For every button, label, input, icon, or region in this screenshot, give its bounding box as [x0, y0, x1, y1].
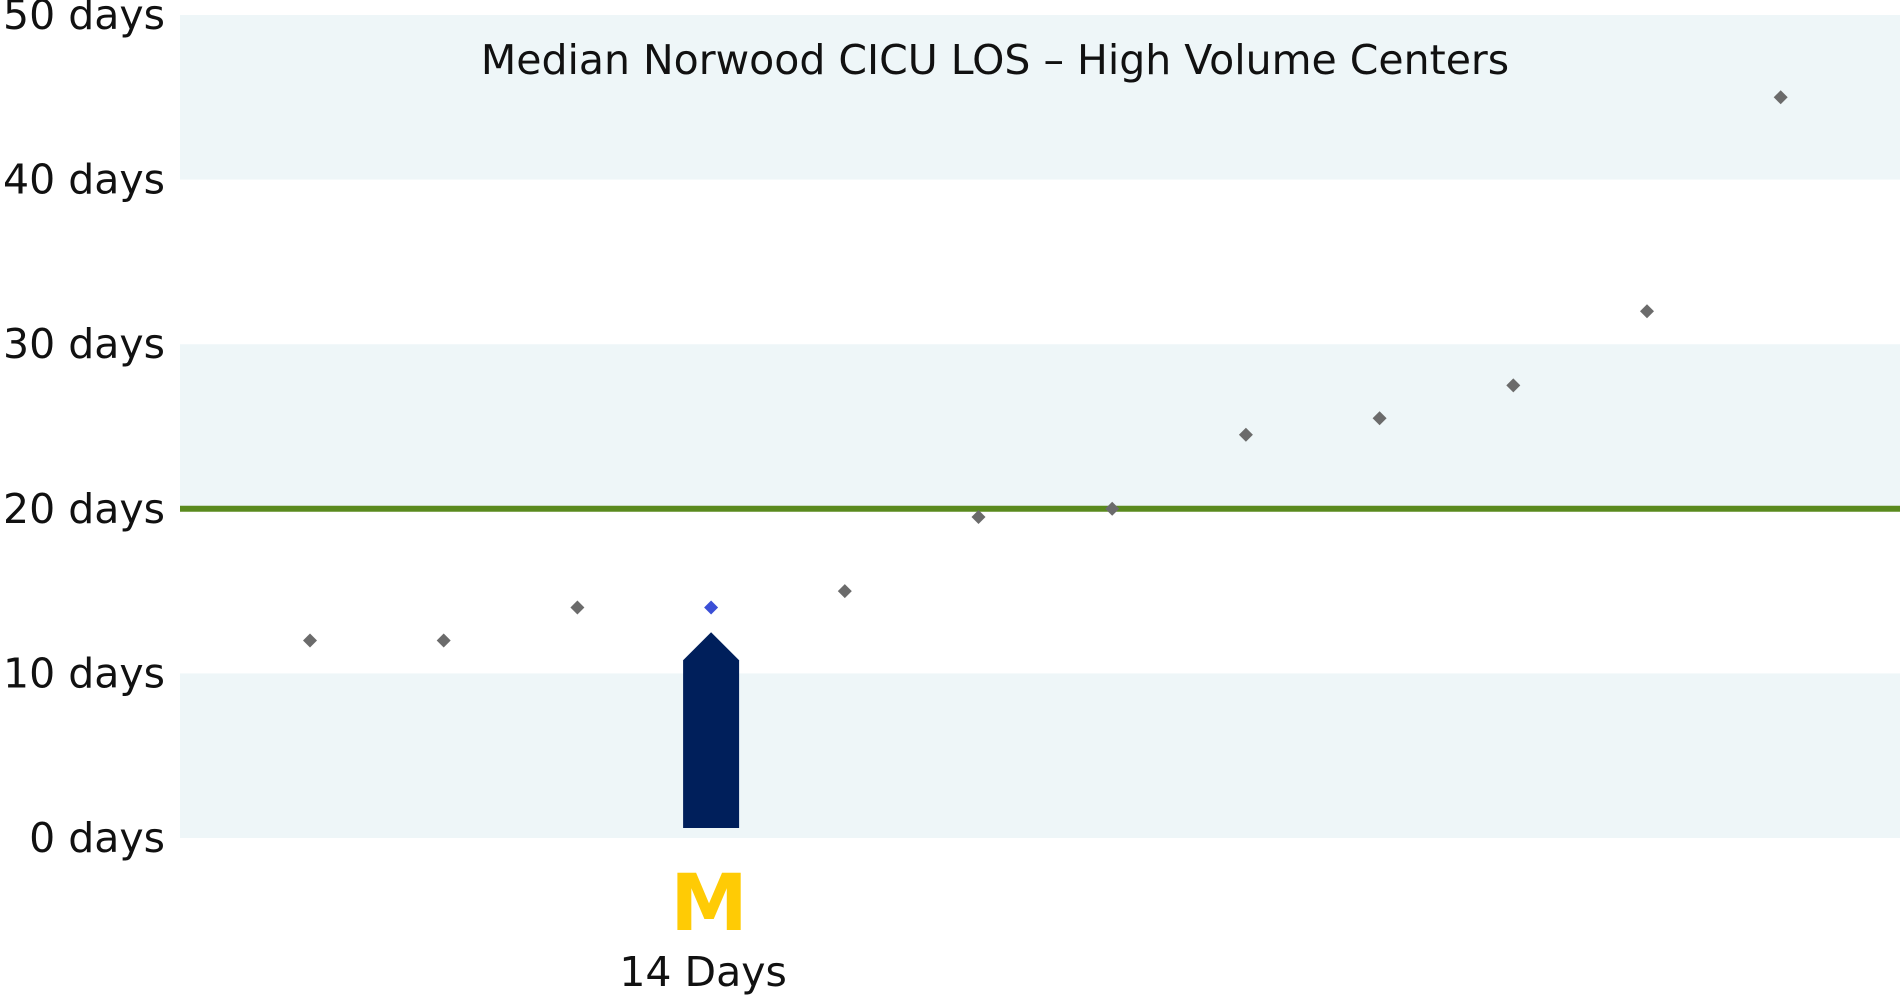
data-point — [1238, 427, 1253, 442]
highlight-marker: M14 Days — [619, 632, 787, 996]
highlight-bar — [683, 632, 740, 828]
background-bands — [180, 15, 1900, 838]
university-logo: M — [670, 859, 748, 949]
chart-title: Median Norwood CICU LOS – High Volume Ce… — [481, 36, 1509, 84]
band-1 — [180, 344, 1900, 509]
data-point — [971, 510, 986, 525]
y-tick-label: 40 days — [3, 156, 165, 204]
y-tick-label: 0 days — [29, 814, 165, 862]
data-point — [436, 633, 451, 648]
y-tick-label: 20 days — [3, 485, 165, 533]
data-points — [303, 90, 1788, 648]
band-2 — [180, 15, 1900, 180]
band-0 — [180, 673, 1900, 838]
data-point — [837, 584, 852, 599]
y-tick-label: 10 days — [3, 649, 165, 697]
data-point — [1773, 90, 1788, 105]
data-point — [303, 633, 317, 648]
y-tick-label: 50 days — [3, 0, 165, 39]
data-point — [1506, 378, 1521, 393]
highlight-label: 14 Days — [619, 948, 787, 996]
data-point — [1640, 304, 1654, 319]
data-point — [1372, 411, 1387, 426]
y-axis: 0 days 10 days 20 days 30 days 40 days 50 day… — [3, 0, 165, 862]
data-point — [1105, 501, 1120, 516]
data-point — [570, 600, 585, 615]
data-point-highlight — [704, 600, 719, 615]
y-tick-label: 30 days — [3, 320, 165, 368]
